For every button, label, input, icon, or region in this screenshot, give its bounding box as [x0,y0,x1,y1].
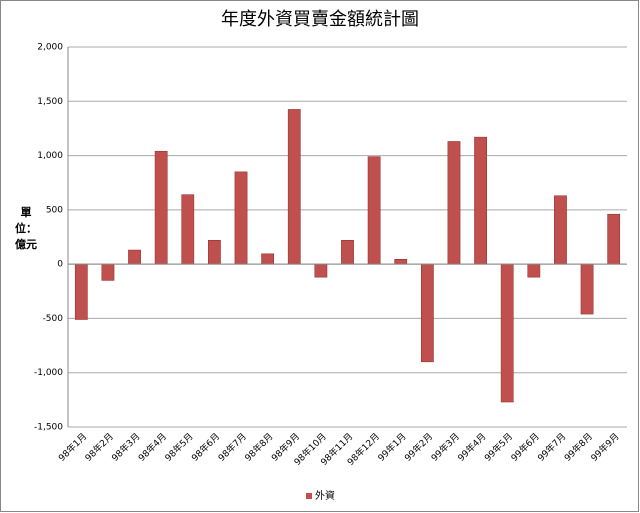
bar [394,259,408,265]
bar [287,109,301,265]
y-tick-label: 1,500 [37,97,63,107]
bar [607,213,621,265]
bar [234,171,248,265]
bar [367,156,381,265]
y-tick-label: -1,000 [34,368,63,378]
bar [101,263,115,281]
bar [208,240,221,265]
bar [554,195,567,265]
bar [500,263,514,403]
y-tick-label: 2,000 [37,43,63,53]
bar [580,263,594,315]
bar [181,194,195,265]
bar [474,136,487,265]
bar [261,253,275,265]
bar [314,263,328,278]
y-tick-label: -1,500 [34,423,63,433]
y-axis-label: 單位：億元 [15,206,37,251]
y-tick-label: 500 [46,205,63,215]
y-tick-label: 0 [57,260,63,270]
bar [74,263,88,320]
y-tick-label: 1,000 [37,151,63,161]
y-tick-label: -500 [43,314,64,324]
bar [447,141,461,265]
bar [154,150,168,265]
legend-label: 外資 [315,490,335,502]
chart-title: 年度外資買賣金額統計圖 [221,9,419,30]
bar [420,263,434,363]
bar [341,240,354,265]
bar [527,263,541,278]
bar [128,249,141,265]
legend-swatch [306,493,312,499]
